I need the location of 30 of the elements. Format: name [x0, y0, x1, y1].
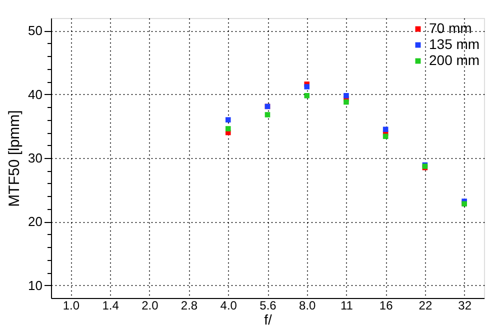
- x-tick-label: 11: [340, 298, 354, 312]
- x-tick-label: 4.0: [220, 298, 238, 312]
- x-tick-label: 5.6: [260, 298, 277, 312]
- y-tick-label: 40: [28, 86, 42, 102]
- x-tick-label: 2.8: [180, 298, 198, 312]
- x-tick-label: 1.0: [62, 298, 80, 312]
- x-tick-label: 16: [379, 298, 394, 312]
- y-tick-label: 10: [28, 278, 42, 293]
- point: [264, 112, 270, 118]
- point: [225, 126, 231, 132]
- point: [344, 92, 349, 98]
- point: [225, 117, 231, 122]
- point: [382, 126, 388, 132]
- x-tick-label: 8.0: [299, 298, 316, 312]
- y-axis-title: MTF50 [lpmm]: [6, 110, 24, 207]
- y-tick-label: 30: [28, 150, 42, 166]
- point: [304, 84, 310, 90]
- point: [304, 92, 310, 98]
- y-tick-label: 50: [28, 23, 42, 38]
- legend-label: 200 mm: [429, 52, 480, 68]
- y-tick-label: 20: [28, 214, 42, 230]
- legend-label: 135 mm: [429, 36, 480, 52]
- legend-label: 70 mm: [429, 20, 472, 36]
- x-axis-title: f/: [264, 312, 272, 328]
- point: [382, 134, 388, 140]
- x-tick-label: 1.4: [102, 298, 120, 312]
- x-tick-label: 32: [458, 298, 472, 312]
- x-tick-label: 2.0: [142, 298, 159, 312]
- x-tick-label: 22: [418, 298, 432, 312]
- point: [344, 99, 349, 105]
